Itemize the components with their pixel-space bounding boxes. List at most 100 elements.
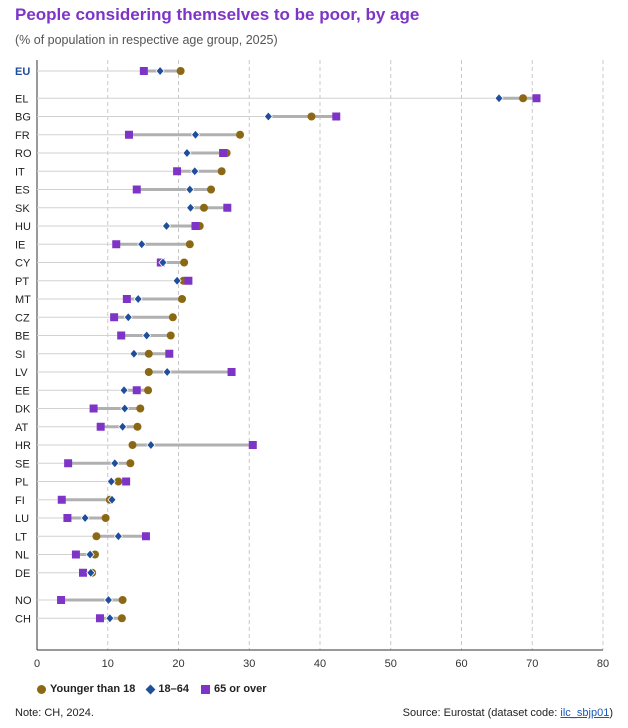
middle-point: [263, 111, 273, 122]
row-label: FR: [15, 130, 30, 142]
middle-point: [129, 348, 139, 359]
chart-title: People considering themselves to be poor…: [15, 5, 420, 24]
older-point: [132, 386, 141, 395]
older-point: [110, 313, 119, 322]
row-label: DE: [15, 568, 30, 580]
younger-point: [126, 459, 135, 468]
x-tick-label: 70: [526, 658, 538, 670]
middle-point: [161, 220, 172, 232]
middle-point: [185, 184, 195, 195]
row-label: IT: [15, 166, 25, 178]
row-label: LV: [15, 367, 28, 379]
middle-point: [146, 439, 156, 451]
row-label: CY: [15, 258, 31, 270]
dataset-code-link[interactable]: ilc_sbjp01: [560, 707, 610, 719]
younger-point: [144, 368, 153, 376]
middle-point: [105, 613, 115, 624]
older-point: [132, 185, 141, 194]
legend-item-younger: Younger than 18: [37, 683, 135, 695]
middle-point: [85, 549, 95, 560]
row-label: BG: [15, 112, 31, 124]
older-point: [332, 112, 341, 121]
older-point: [124, 130, 133, 139]
source-suffix: ): [609, 707, 613, 719]
row-label: CZ: [15, 312, 30, 324]
younger-point: [185, 240, 194, 249]
row-label: ES: [15, 185, 30, 197]
younger-point: [217, 167, 226, 176]
row-label: PL: [15, 477, 28, 489]
younger-point: [92, 532, 101, 541]
diamond-marker-icon: [145, 684, 156, 694]
legend-item-older: 65 or over: [200, 683, 267, 695]
x-tick-label: 20: [172, 658, 184, 670]
x-tick-label: 30: [243, 658, 255, 670]
legend-label-older: 65 or over: [213, 683, 267, 695]
older-point: [95, 614, 104, 623]
chart-note: Note: CH, 2024.: [15, 707, 94, 719]
younger-point: [180, 258, 189, 267]
row-label: BE: [15, 331, 30, 343]
x-tick-label: 0: [34, 658, 40, 670]
younger-point: [136, 404, 145, 413]
middle-point: [142, 330, 152, 341]
older-point: [71, 550, 80, 559]
legend-label-middle: 18–64: [158, 683, 189, 695]
row-label: EU: [15, 66, 30, 78]
row-label: LU: [15, 513, 29, 525]
younger-point: [176, 67, 185, 75]
legend-item-middle: 18–64: [145, 683, 189, 695]
row-label: HR: [15, 440, 31, 452]
square-marker-icon: [200, 684, 210, 694]
row-label: EE: [15, 385, 30, 397]
middle-point: [113, 531, 123, 542]
chart-legend: Younger than 18 18–64 65 or over: [37, 683, 267, 695]
x-tick-label: 40: [314, 658, 326, 670]
row-label: NO: [15, 595, 32, 607]
middle-point: [185, 202, 196, 213]
younger-point: [199, 203, 208, 212]
row-label: RO: [15, 148, 32, 160]
older-point: [78, 568, 87, 577]
older-point: [112, 240, 121, 249]
middle-point: [119, 385, 129, 396]
legend-label-younger: Younger than 18: [50, 683, 136, 695]
younger-point: [128, 441, 137, 449]
x-tick-label: 60: [455, 658, 467, 670]
older-point: [122, 295, 131, 303]
chart-source: Source: Eurostat (dataset code: ilc_sbjp…: [403, 707, 613, 719]
middle-point: [155, 65, 165, 77]
row-label: CH: [15, 613, 31, 625]
older-point: [139, 67, 148, 75]
middle-point: [190, 166, 200, 177]
older-point: [227, 368, 236, 376]
middle-point: [110, 458, 120, 469]
older-point: [117, 331, 126, 340]
middle-point: [172, 275, 182, 286]
older-point: [96, 422, 105, 431]
chart-subtitle: (% of population in respective age group…: [15, 33, 278, 47]
older-point: [219, 149, 228, 157]
younger-point: [144, 349, 153, 358]
younger-point: [168, 313, 177, 322]
older-point: [89, 404, 98, 413]
row-label: HU: [15, 221, 31, 233]
row-label: IE: [15, 239, 25, 251]
older-point: [63, 514, 72, 522]
row-label: AT: [15, 422, 29, 434]
middle-point: [190, 129, 201, 140]
middle-point: [80, 512, 90, 524]
row-label: SK: [15, 203, 30, 215]
older-point: [141, 532, 150, 541]
middle-point: [133, 293, 143, 305]
row-label: LT: [15, 531, 27, 543]
x-tick-label: 50: [385, 658, 397, 670]
older-point: [57, 495, 66, 504]
row-label: MT: [15, 294, 31, 306]
older-point: [184, 276, 193, 285]
row-label: EL: [15, 93, 28, 105]
younger-point: [178, 295, 187, 303]
row-label: SI: [15, 349, 25, 361]
younger-point: [117, 614, 126, 623]
row-label: SE: [15, 458, 30, 470]
